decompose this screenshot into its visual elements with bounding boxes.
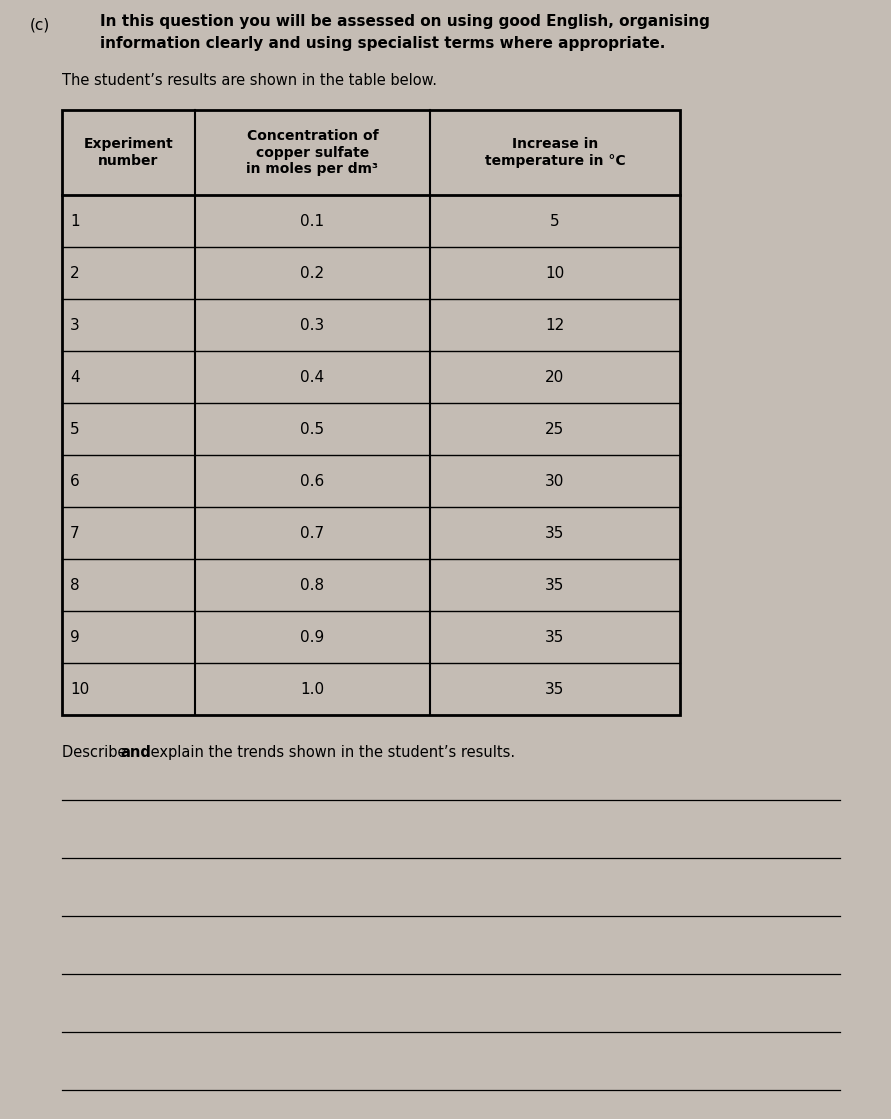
- Text: Increase in
temperature in °C: Increase in temperature in °C: [485, 138, 625, 168]
- Text: 2: 2: [70, 265, 79, 281]
- Text: Describe: Describe: [62, 745, 131, 760]
- Text: 1: 1: [70, 214, 79, 228]
- Text: 35: 35: [545, 681, 565, 696]
- Text: 0.2: 0.2: [300, 265, 324, 281]
- Text: 35: 35: [545, 526, 565, 540]
- Text: 25: 25: [545, 422, 565, 436]
- Text: 12: 12: [545, 318, 565, 332]
- Text: explain the trends shown in the student’s results.: explain the trends shown in the student’…: [146, 745, 515, 760]
- Text: 1.0: 1.0: [300, 681, 324, 696]
- Text: Experiment
number: Experiment number: [84, 138, 174, 168]
- Text: In this question you will be assessed on using good English, organising: In this question you will be assessed on…: [100, 15, 710, 29]
- Text: information clearly and using specialist terms where appropriate.: information clearly and using specialist…: [100, 36, 666, 51]
- Text: 3: 3: [70, 318, 80, 332]
- Text: 0.3: 0.3: [300, 318, 324, 332]
- Text: 5: 5: [70, 422, 79, 436]
- Text: 5: 5: [550, 214, 560, 228]
- Text: 9: 9: [70, 630, 80, 645]
- Text: 0.5: 0.5: [300, 422, 324, 436]
- Text: 0.4: 0.4: [300, 369, 324, 385]
- Text: 0.6: 0.6: [300, 473, 324, 489]
- Text: 0.7: 0.7: [300, 526, 324, 540]
- Text: 0.8: 0.8: [300, 577, 324, 592]
- Text: 4: 4: [70, 369, 79, 385]
- Bar: [62, 110, 680, 715]
- Text: 7: 7: [70, 526, 79, 540]
- Text: 6: 6: [70, 473, 80, 489]
- Text: 10: 10: [70, 681, 89, 696]
- Text: (c): (c): [30, 18, 50, 32]
- Text: 30: 30: [545, 473, 565, 489]
- Text: 8: 8: [70, 577, 79, 592]
- Text: 0.9: 0.9: [300, 630, 324, 645]
- Text: and: and: [120, 745, 151, 760]
- Text: 35: 35: [545, 577, 565, 592]
- Text: 20: 20: [545, 369, 565, 385]
- Text: The student’s results are shown in the table below.: The student’s results are shown in the t…: [62, 73, 437, 88]
- Text: 35: 35: [545, 630, 565, 645]
- Text: 10: 10: [545, 265, 565, 281]
- Text: Concentration of
copper sulfate
in moles per dm³: Concentration of copper sulfate in moles…: [247, 130, 379, 176]
- Text: 0.1: 0.1: [300, 214, 324, 228]
